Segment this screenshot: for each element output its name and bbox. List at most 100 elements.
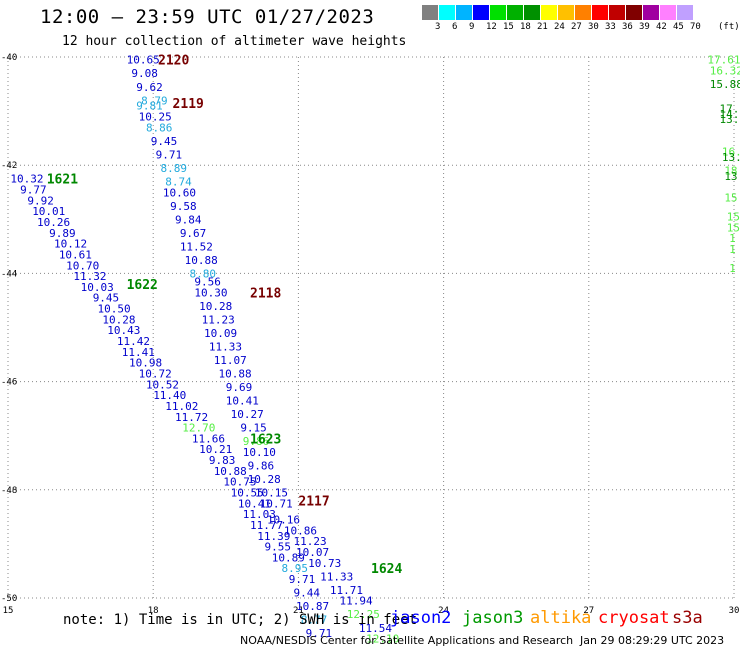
wave-height-value: 8.80	[190, 267, 217, 280]
scale-label: 18	[520, 22, 531, 32]
scale-label: 24	[554, 22, 565, 32]
scale-swatch	[575, 5, 591, 20]
wave-height-value: 11.33	[320, 570, 353, 583]
wave-height-value: 11.03	[243, 508, 276, 521]
wave-height-value: 10.72	[139, 367, 172, 380]
satellite-legend-item: s3a	[672, 608, 703, 628]
wave-height-value: 10.86	[284, 524, 317, 537]
wave-height-value: 10.73	[308, 557, 341, 570]
wave-height-value: 9.92	[27, 194, 54, 207]
scale-swatch	[439, 5, 455, 20]
wave-height-value: 9.62	[136, 81, 163, 94]
wave-height-value: 9.15	[240, 422, 267, 435]
wave-height-value: 13.95	[722, 151, 740, 164]
track-id-label: 2117	[298, 495, 329, 510]
wave-height-value: 10.25	[139, 111, 172, 124]
wave-height-value: 10.88	[214, 465, 247, 478]
lon-tick-label: 24	[438, 606, 449, 616]
wave-height-value: 8.89	[160, 162, 187, 175]
lat-tick-label: -44	[1, 269, 17, 279]
scale-label: 36	[622, 22, 633, 32]
chart-subtitle: 12 hour collection of altimeter wave hei…	[62, 34, 407, 49]
satellite-legend-item: jason3	[462, 608, 524, 628]
wave-height-value: 9.08	[131, 67, 158, 80]
track-labels: 2120 2119 2118 2117 1621 1622 1623 1624	[47, 54, 403, 578]
wave-height-value: 8.74	[165, 175, 192, 188]
axis-tick-labels: 15 18 21 24 27 30 -40 -42 -44 -46 -48 -50	[1, 53, 739, 616]
wave-height-value: 10.28	[102, 313, 135, 326]
wave-height-value: 10.26	[37, 216, 70, 229]
scale-swatch	[422, 5, 438, 20]
scale-label: 6	[452, 22, 458, 32]
wave-height-value: 9.86	[243, 435, 269, 448]
wave-height-value: 10.75	[223, 476, 256, 489]
lat-tick-label: -48	[1, 486, 17, 496]
wave-height-value: 10.30	[194, 286, 227, 299]
wave-height-value: 17.61	[707, 54, 740, 67]
scale-swatch	[507, 5, 523, 20]
lat-tick-label: -42	[1, 161, 17, 171]
wave-height-value: 11.23	[294, 535, 327, 548]
lat-lon-grid	[7, 56, 735, 599]
satellite-legend-item: cryosat	[598, 608, 670, 628]
wave-height-value: 10.52	[146, 378, 179, 391]
wave-height-value: 10.60	[163, 186, 196, 199]
wave-height-value: 10.10	[243, 446, 276, 459]
scale-label: 70	[690, 22, 701, 32]
scale-swatch	[609, 5, 625, 20]
scale-label: 12	[486, 22, 497, 32]
wave-height-value: 11.41	[122, 346, 155, 359]
wave-height-value: 15.88	[710, 78, 740, 91]
wave-height-value: 12.70	[182, 422, 215, 435]
wave-height-value: 10.71	[260, 497, 293, 510]
wave-height-value: 10.28	[199, 300, 232, 313]
wave-height-value: 15.	[724, 192, 740, 205]
scale-swatch	[456, 5, 472, 20]
wave-height-value: 9.67	[180, 227, 207, 240]
scale-swatch	[592, 5, 608, 20]
wave-height-value: 10.43	[107, 324, 140, 337]
wave-height-value: 10.41	[238, 497, 271, 510]
scale-label: 33	[605, 22, 616, 32]
wave-height-value: 11.02	[165, 400, 198, 413]
track-id-label: 1622	[127, 278, 158, 293]
wave-height-value: 1	[729, 243, 736, 256]
lat-tick-label: -40	[1, 53, 17, 63]
scale-label: 27	[571, 22, 582, 32]
lon-tick-label: 21	[293, 606, 304, 616]
scale-swatch	[524, 5, 540, 20]
wave-height-value: 11.71	[330, 584, 363, 597]
track-id-label: 2120	[158, 54, 189, 69]
scale-label: 42	[656, 22, 667, 32]
wave-height-value: 11.23	[202, 313, 235, 326]
wave-height-value: 9.84	[175, 213, 202, 226]
lon-tick-label: 18	[148, 606, 159, 616]
wave-height-value: 10.50	[98, 303, 131, 316]
satellite-legend-item: altika	[530, 608, 592, 628]
credit-line: NOAA/NESDIS Center for Satellite Applica…	[240, 634, 574, 647]
wave-height-value: 10.65	[127, 54, 160, 67]
wave-height-value: 8.77	[301, 614, 328, 627]
scale-swatch	[694, 5, 710, 20]
wave-height-value: 10.28	[248, 473, 281, 486]
wave-height-value: 10.15	[255, 487, 288, 500]
scale-label: 21	[537, 22, 548, 32]
wave-height-value: 8.95	[281, 562, 308, 575]
wave-height-value: 9.58	[170, 200, 197, 213]
wave-height-value: 18.7	[724, 165, 740, 178]
wave-height-value: 11.72	[175, 411, 208, 424]
track-id-label: 1621	[47, 173, 78, 188]
wave-height-value: 16.32	[710, 65, 740, 78]
scale-swatch	[473, 5, 489, 20]
wave-height-value: 12.25	[347, 608, 380, 621]
wave-height-value: 9.86	[248, 459, 275, 472]
lon-tick-label: 30	[729, 606, 740, 616]
wave-height-value: 10.55	[231, 487, 264, 500]
wave-height-value: 9.55	[265, 541, 292, 554]
wave-height-value: 10.21	[199, 443, 232, 456]
scale-swatch	[541, 5, 557, 20]
wave-height-value: 10.03	[81, 281, 114, 294]
wave-height-value: 10.88	[185, 254, 218, 267]
scale-label: 45	[673, 22, 684, 32]
wave-height-value: 11.39	[257, 530, 290, 543]
